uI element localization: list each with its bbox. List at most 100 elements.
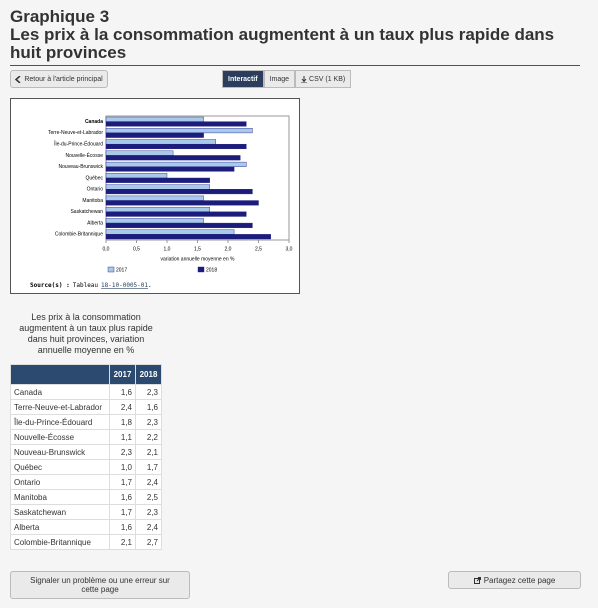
row-header: Ontario xyxy=(10,474,110,490)
table-cell: 1,7 xyxy=(109,474,136,490)
tab-label: CSV (1 KB) xyxy=(309,75,346,83)
data-table: 2017 2018 Canada 1,6 2,3 Terre-Neuve-et-Labra… xyxy=(10,364,162,550)
x-tick-label: 3,0 xyxy=(286,246,293,252)
tab-label: Interactif xyxy=(228,75,258,83)
header: Graphique 3 Les prix à la consommation a… xyxy=(10,8,580,62)
bar xyxy=(105,177,210,183)
y-tick-label: Île-du-Prince-Édouard xyxy=(53,141,103,148)
table-cell: 1,8 xyxy=(109,414,136,430)
y-tick-label: Alberta xyxy=(87,220,103,226)
source-link[interactable]: 18-10-0005-01 xyxy=(101,282,148,289)
table-cell: 1,6 xyxy=(109,519,136,535)
table-cell: 2,1 xyxy=(109,534,136,550)
kicker: Graphique 3 xyxy=(10,7,110,26)
table-row: Alberta 1,6 2,4 xyxy=(10,519,162,535)
row-header: Nouveau-Brunswick xyxy=(10,444,110,460)
legend-swatch xyxy=(107,266,115,273)
x-tick-label: 0,5 xyxy=(133,246,140,252)
row-header: Québec xyxy=(10,459,110,475)
table-row: Île-du-Prince-Édouard 1,8 2,3 xyxy=(10,414,162,430)
tab[interactable]: Interactif xyxy=(222,70,264,88)
report-label: Signaler un problème ou une erreur sur c… xyxy=(30,576,170,594)
bar xyxy=(105,234,271,240)
x-tick-label: 2,0 xyxy=(225,246,232,252)
table-row: Manitoba 1,6 2,5 xyxy=(10,489,162,505)
table-cell: 2,4 xyxy=(135,519,162,535)
share-label: Partagez cette page xyxy=(483,575,556,585)
bar xyxy=(105,222,253,228)
table-cell: 2,3 xyxy=(135,414,162,430)
table-row: Canada 1,6 2,3 xyxy=(10,384,162,400)
bar xyxy=(105,229,235,235)
chevron-icon xyxy=(15,75,21,83)
table-cell: 2,4 xyxy=(135,474,162,490)
table-cell: 2,5 xyxy=(135,489,162,505)
bar xyxy=(105,218,204,224)
source-prefix: Tableau xyxy=(73,282,99,289)
header-cell xyxy=(10,364,110,385)
table-cell: 2,7 xyxy=(135,534,162,550)
tab[interactable]: Image xyxy=(263,70,296,88)
table-cell: 1,7 xyxy=(135,459,162,475)
y-tick-label: Nouveau-Brunswick xyxy=(59,164,104,170)
y-tick-label: Terre-Neuve-et-Labrador xyxy=(48,130,103,136)
table-caption: Les prix à la consommation augmentent à … xyxy=(19,312,153,355)
row-header: Saskatchewan xyxy=(10,504,110,520)
back-label: Retour à l'article principal xyxy=(24,75,103,83)
row-header: Nouvelle-Écosse xyxy=(10,429,110,445)
row-header: Terre-Neuve-et-Labrador xyxy=(10,399,110,415)
share-button[interactable]: Partagez cette page xyxy=(448,571,581,589)
header-row: 2017 2018 xyxy=(10,364,162,385)
table-cell: 2,3 xyxy=(109,444,136,460)
bar xyxy=(105,143,247,150)
table-cell: 1,6 xyxy=(135,399,162,415)
table-row: Québec 1,0 1,7 xyxy=(10,459,162,475)
download-icon xyxy=(301,75,308,83)
table-row: Nouveau-Brunswick 2,3 2,1 xyxy=(10,444,162,460)
row-header: Colombie-Britannique xyxy=(10,534,110,550)
y-tick-label: Canada xyxy=(85,119,103,125)
back-button[interactable]: Retour à l'article principal xyxy=(10,70,108,88)
bar xyxy=(105,173,168,179)
bar xyxy=(105,211,247,217)
bar xyxy=(105,161,247,167)
table-cell: 1,1 xyxy=(109,429,136,445)
bar xyxy=(105,116,204,122)
bar xyxy=(105,132,204,138)
bar xyxy=(105,184,210,190)
table-cell: 2,1 xyxy=(135,444,162,460)
legend-swatch xyxy=(197,266,205,273)
legend-label: 2018 xyxy=(206,267,217,273)
table-row: Terre-Neuve-et-Labrador 2,4 1,6 xyxy=(10,399,162,415)
x-tick-label: 1,5 xyxy=(194,246,201,252)
bar xyxy=(105,150,174,156)
column-header: 2018 xyxy=(135,364,162,385)
bar xyxy=(105,189,253,195)
report-button[interactable]: Signaler un problème ou une erreur sur c… xyxy=(10,571,190,599)
row-header: Manitoba xyxy=(10,489,110,505)
bar xyxy=(105,121,247,127)
table-cell: 1,7 xyxy=(109,504,136,520)
column-header: 2017 xyxy=(109,364,136,385)
chart: 0,0 0,5 1,0 1,5 2,0 2,5 3,0 variation annuelle … xyxy=(10,98,300,294)
page-title: Les prix à la consommation augmentent à … xyxy=(10,25,555,62)
table-row: Saskatchewan 1,7 2,3 xyxy=(10,504,162,520)
y-tick-label: Nouvelle-Écosse xyxy=(65,152,103,159)
y-tick-label: Ontario xyxy=(87,187,104,193)
divider xyxy=(10,65,580,66)
table-row: Ontario 1,7 2,4 xyxy=(10,474,162,490)
source-label: Source(s) : xyxy=(30,282,70,289)
tab[interactable]: CSV (1 KB) xyxy=(295,70,352,88)
row-header: Île-du-Prince-Édouard xyxy=(10,414,110,430)
x-tick-label: 1,0 xyxy=(164,246,171,252)
y-tick-label: Saskatchewan xyxy=(70,209,103,215)
bar xyxy=(105,128,253,134)
bar xyxy=(105,200,259,206)
legend-label: 2017 xyxy=(116,267,127,273)
bar xyxy=(105,155,241,161)
table-cell: 2,4 xyxy=(109,399,136,415)
table-row: Nouvelle-Écosse 1,1 2,2 xyxy=(10,429,162,445)
row-header: Alberta xyxy=(10,519,110,535)
